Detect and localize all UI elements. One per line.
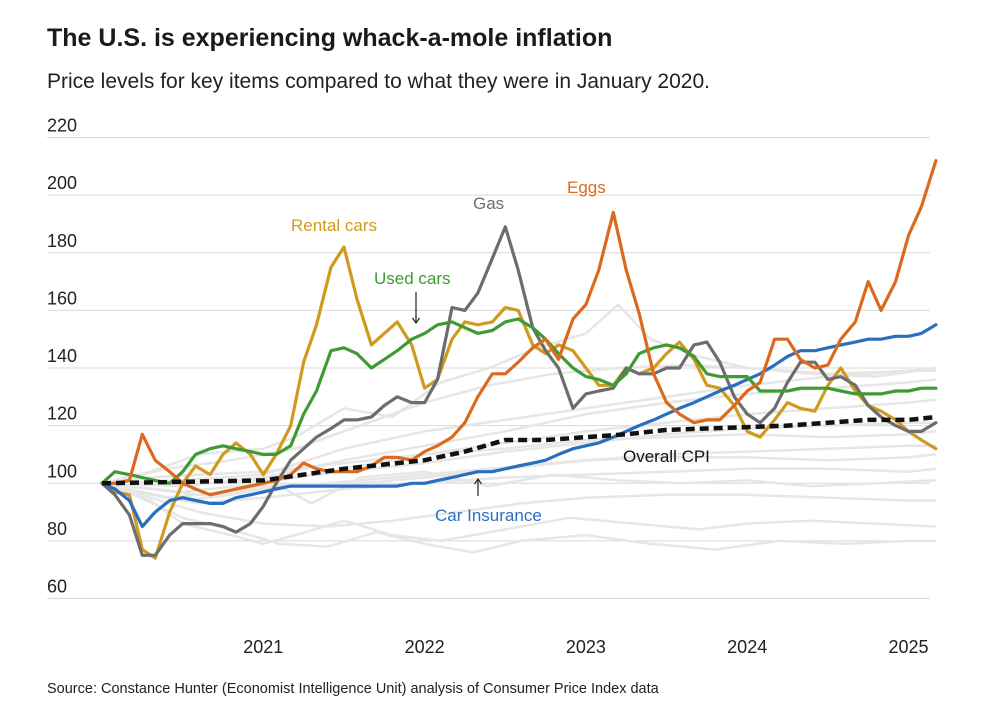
highlighted-series-group bbox=[100, 159, 938, 560]
chart-title: The U.S. is experiencing whack-a-mole in… bbox=[47, 24, 613, 52]
overall-cpi-line bbox=[101, 414, 937, 486]
y-tick-label: 140 bbox=[47, 346, 77, 366]
y-tick-label: 60 bbox=[47, 577, 67, 597]
x-tick-label: 2023 bbox=[566, 637, 606, 657]
background-series-line bbox=[101, 482, 936, 546]
chart-subtitle: Price levels for key items compared to w… bbox=[47, 70, 710, 93]
y-tick-label: 220 bbox=[47, 116, 77, 136]
rental-cars-label: Rental cars bbox=[291, 216, 377, 235]
background-series-line bbox=[101, 378, 937, 488]
y-tick-label: 180 bbox=[47, 231, 77, 251]
background-series-line bbox=[101, 430, 937, 485]
rental-cars-line bbox=[100, 245, 938, 560]
x-tick-label: 2025 bbox=[888, 637, 928, 657]
y-tick-label: 80 bbox=[47, 519, 67, 539]
gas-label: Gas bbox=[473, 194, 504, 213]
background-series-line bbox=[101, 470, 936, 505]
used-cars-label: Used cars bbox=[374, 269, 451, 288]
x-tick-label: 2021 bbox=[243, 637, 283, 657]
gas-line bbox=[100, 225, 938, 557]
y-axis-ticks: 60 80 100 120 140 160 180 200 220 bbox=[47, 116, 77, 597]
car-insurance-pointer-arrow-head bbox=[474, 477, 482, 485]
y-tick-label: 160 bbox=[47, 288, 77, 308]
background-series-line bbox=[101, 482, 936, 528]
grid-lines bbox=[47, 137, 930, 599]
background-series-line bbox=[101, 303, 937, 485]
y-tick-label: 200 bbox=[47, 173, 77, 193]
background-series-line bbox=[101, 467, 937, 505]
y-tick-label: 100 bbox=[47, 461, 77, 481]
annotations-group: Rental cars Used cars Gas Eggs Overall CPI Ca… bbox=[291, 178, 710, 525]
car-insurance-label: Car Insurance bbox=[435, 506, 542, 525]
x-tick-label: 2022 bbox=[405, 637, 445, 657]
y-tick-label: 120 bbox=[47, 404, 77, 424]
used-cars-pointer-arrow-head bbox=[412, 317, 420, 325]
used-cars-line bbox=[100, 317, 938, 485]
eggs-label: Eggs bbox=[567, 178, 606, 197]
overall-cpi-label: Overall CPI bbox=[623, 447, 710, 466]
background-series-line bbox=[101, 363, 936, 485]
source-note: Source: Constance Hunter (Economist Inte… bbox=[47, 681, 659, 697]
x-axis-ticks: 2021 2022 2023 2024 2025 bbox=[243, 637, 928, 657]
eggs-line bbox=[100, 159, 938, 497]
x-tick-label: 2024 bbox=[727, 637, 767, 657]
